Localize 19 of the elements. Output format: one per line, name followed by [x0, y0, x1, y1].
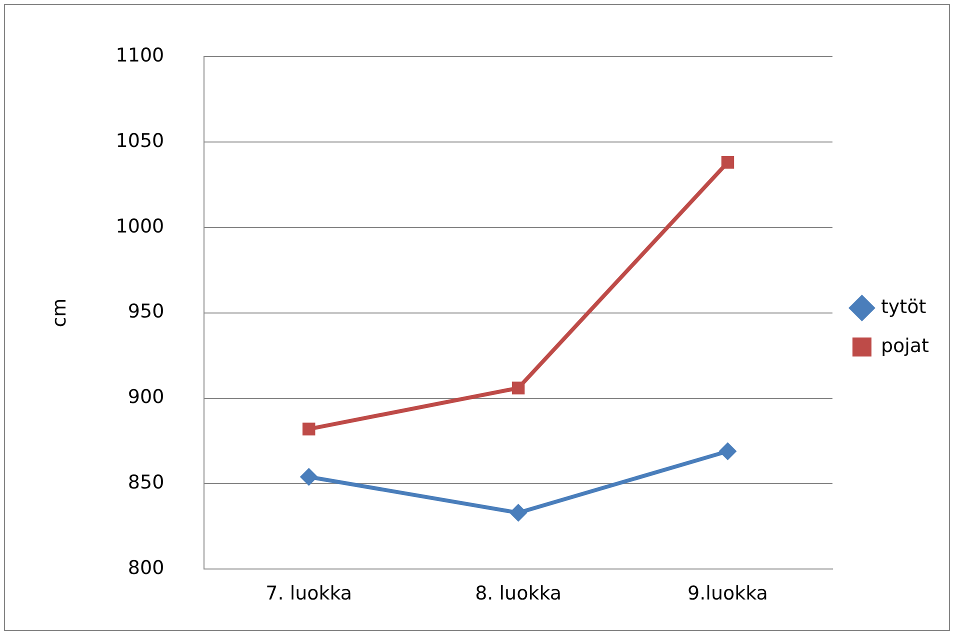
point [512, 382, 525, 394]
y-tick-label: 1000 [116, 215, 164, 238]
y-tick-label: 1100 [116, 44, 164, 66]
point [509, 504, 528, 522]
x-tick-label: 7. luokka [266, 582, 352, 605]
y-tick-label: 1050 [116, 130, 164, 152]
y-axis-title: cm [48, 298, 70, 328]
legend-label: pojat [880, 334, 930, 357]
x-tick-label: 9.luokka [688, 582, 768, 605]
x-tick-label: 8. luokka [475, 582, 562, 605]
y-tick-label: 950 [128, 300, 164, 323]
legend-label: tytöt [880, 296, 926, 318]
y-tick-label: 900 [128, 386, 164, 408]
y-tick-label: 850 [128, 472, 164, 494]
y-tick-label: 800 [128, 557, 164, 580]
point [300, 468, 318, 486]
point [302, 422, 316, 436]
point [718, 442, 737, 460]
point [721, 156, 734, 169]
